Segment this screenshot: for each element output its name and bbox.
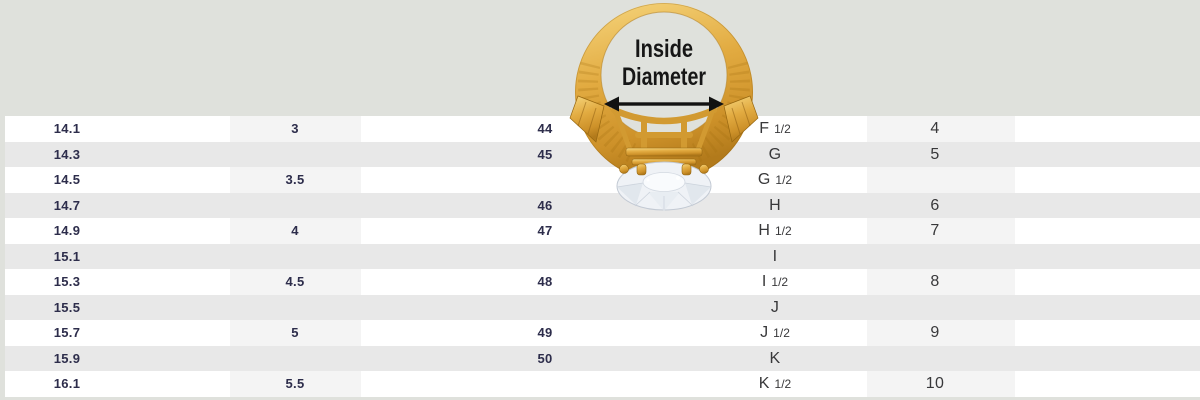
cell-size-uk: K [769, 349, 781, 367]
table-row: 14.9 4 47 H 1/2 7 [5, 218, 1200, 244]
tinted-cell-background [230, 116, 361, 142]
cell-inside-diameter: 15.9 [53, 350, 81, 366]
cell-size-uk: I 1/2 [761, 273, 789, 290]
fraction-suffix: 1/2 [771, 275, 789, 289]
cell-size-col2: 3 [291, 121, 299, 136]
cell-size-uk: G [768, 145, 782, 163]
tinted-cell-background [867, 116, 1015, 142]
cell-size-uk: H 1/2 [758, 222, 792, 239]
cell-size-col2: 4.5 [285, 274, 305, 289]
diameter-arrow-icon [604, 96, 724, 112]
cell-size-uk: F 1/2 [759, 120, 791, 137]
inside-diameter-label-line2: Diameter [622, 63, 706, 91]
tinted-cell-background [230, 320, 361, 346]
fraction-suffix: 1/2 [775, 173, 793, 187]
fraction-suffix: 1/2 [774, 377, 792, 391]
table-row: 16.1 5.5 K 1/2 10 [5, 371, 1200, 397]
cell-size-col3: 45 [537, 146, 553, 162]
tinted-cell-background [230, 371, 361, 397]
fraction-suffix: 1/2 [774, 122, 791, 136]
cell-size-uk: G 1/2 [757, 171, 793, 188]
table-row: 15.1 I [5, 243, 1200, 269]
cell-inside-diameter: 15.5 [53, 299, 81, 315]
cell-size-uk: J 1/2 [760, 324, 790, 341]
cell-size-col5: 5 [930, 145, 940, 163]
cell-inside-diameter: 15.7 [53, 325, 81, 340]
cell-size-col2: 5 [291, 325, 299, 340]
cell-size-col5: 10 [925, 375, 945, 392]
cell-inside-diameter: 15.3 [53, 274, 81, 289]
table-row: 15.5 J [5, 294, 1200, 320]
cell-size-col3: 46 [537, 197, 553, 213]
cell-inside-diameter: 14.1 [53, 121, 81, 136]
cell-inside-diameter: 14.7 [53, 197, 81, 213]
cell-size-col5: 4 [930, 120, 940, 137]
cell-size-col5: 6 [930, 196, 940, 214]
tinted-cell-background [867, 167, 1015, 193]
cell-size-uk: K 1/2 [758, 375, 792, 392]
tinted-cell-background [867, 320, 1015, 346]
cell-size-uk: I [772, 247, 778, 265]
cell-size-col3: 49 [537, 325, 553, 340]
cell-inside-diameter: 15.1 [53, 248, 81, 264]
cell-size-col3: 44 [537, 121, 553, 136]
table-row: 14.1 3 44 F 1/2 4 [5, 116, 1200, 142]
cell-size-col3: 47 [537, 223, 553, 238]
tinted-cell-background [867, 269, 1015, 295]
cell-size-col3: 50 [537, 350, 553, 366]
ring-size-table: 14.1 3 44 F 1/2 4 14.3 45 G 5 14.5 3.5 G 1/2 14.7 46 H… [5, 116, 1200, 397]
cell-size-col3: 48 [537, 274, 553, 289]
inside-diameter-label-line1: Inside [635, 35, 693, 63]
tinted-cell-background [867, 371, 1015, 397]
cell-size-col2: 4 [291, 223, 299, 238]
tinted-cell-background [867, 218, 1015, 244]
table-row: 14.5 3.5 G 1/2 [5, 167, 1200, 193]
cell-size-col2: 3.5 [285, 172, 305, 187]
cell-size-col2: 5.5 [285, 376, 305, 391]
fraction-suffix: 1/2 [774, 224, 792, 238]
cell-inside-diameter: 14.5 [53, 172, 81, 187]
table-row: 15.9 50 K [5, 345, 1200, 371]
fraction-suffix: 1/2 [773, 326, 790, 340]
table-row: 15.7 5 49 J 1/2 9 [5, 320, 1200, 346]
cell-size-uk: H [769, 196, 781, 214]
tinted-cell-background [230, 269, 361, 295]
table-row: 15.3 4.5 48 I 1/2 8 [5, 269, 1200, 295]
tinted-cell-background [230, 218, 361, 244]
cell-size-col5: 7 [930, 222, 940, 239]
cell-size-uk: J [770, 298, 780, 316]
cell-size-col5: 9 [930, 324, 940, 341]
cell-size-col5: 8 [930, 273, 940, 290]
tinted-cell-background [230, 167, 361, 193]
cell-inside-diameter: 14.3 [53, 146, 81, 162]
cell-inside-diameter: 16.1 [53, 376, 81, 391]
table-row: 14.7 46 H 6 [5, 192, 1200, 218]
cell-inside-diameter: 14.9 [53, 223, 81, 238]
table-row: 14.3 45 G 5 [5, 141, 1200, 167]
